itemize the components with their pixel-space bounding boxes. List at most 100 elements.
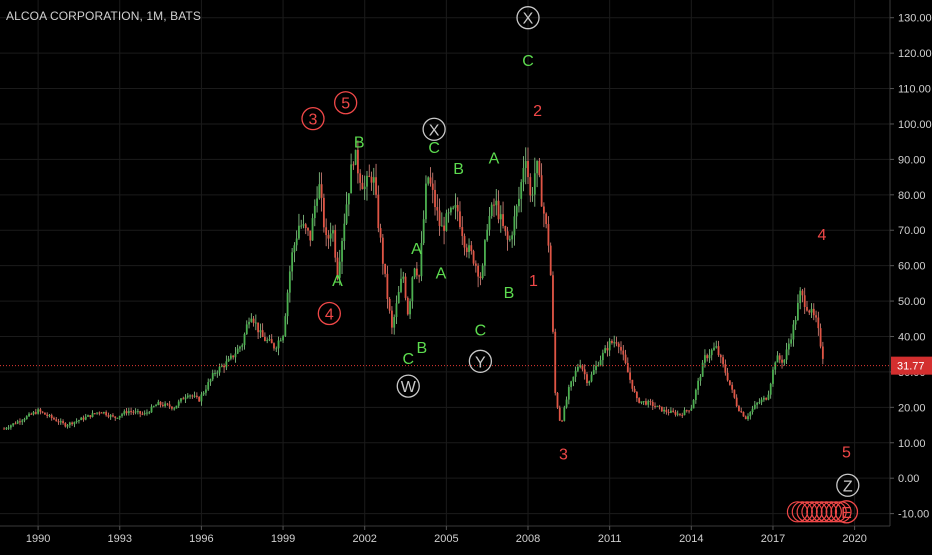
- candle-body: [397, 291, 400, 304]
- candle-body: [273, 343, 275, 349]
- candle-body: [538, 160, 541, 176]
- candle-body: [288, 271, 291, 293]
- candle-body: [465, 247, 468, 253]
- candle-body: [171, 406, 173, 409]
- candle-body: [577, 367, 579, 371]
- candle-body: [261, 330, 264, 337]
- candle-body: [520, 182, 523, 199]
- candle-body: [96, 412, 98, 414]
- candle-body: [767, 394, 770, 400]
- candle-body: [472, 251, 475, 264]
- wave-label-circle: [396, 374, 420, 398]
- candle-body: [130, 411, 133, 413]
- candle-body: [790, 339, 793, 344]
- wave-label: B: [504, 285, 515, 302]
- candle-body: [411, 277, 414, 302]
- candle-body: [239, 346, 241, 349]
- candle-body: [152, 406, 155, 408]
- wave-label: A: [411, 241, 422, 258]
- wave-circle-cluster: [796, 501, 818, 523]
- candle-body: [16, 421, 19, 424]
- wave-label: X: [429, 122, 440, 139]
- candle-body: [815, 315, 817, 318]
- candle-body: [751, 408, 754, 413]
- candle-body: [434, 189, 436, 208]
- wave-label-circle: [301, 107, 325, 131]
- candle-body: [545, 213, 548, 225]
- candle-body: [146, 412, 148, 414]
- candle-body: [540, 175, 543, 207]
- time-axis[interactable]: 1990 1993 1996 1999 2002 2005 2008 2011 2014 2017…: [26, 526, 867, 545]
- candle-body: [304, 224, 307, 229]
- candle-body: [293, 245, 296, 253]
- candle-body: [118, 415, 121, 418]
- candle-body: [449, 207, 452, 213]
- candle-body: [688, 410, 690, 412]
- candle-body: [98, 412, 101, 414]
- candle-body: [694, 389, 697, 401]
- candle-body: [413, 268, 416, 278]
- candle-body: [431, 183, 434, 190]
- candle-body: [506, 231, 509, 240]
- y-tick-label: 110.00: [898, 84, 931, 96]
- candle-body: [270, 339, 273, 344]
- candle-body: [622, 350, 625, 355]
- candle-body: [821, 346, 824, 359]
- candle-body: [570, 381, 573, 388]
- wave-label: Z: [843, 478, 853, 495]
- candle-body: [674, 411, 677, 415]
- candle-body: [645, 401, 647, 405]
- candle-body: [499, 214, 502, 220]
- candle-body: [386, 273, 389, 299]
- candle-body: [604, 348, 607, 353]
- wave-circle-cluster: [820, 501, 842, 523]
- candle-body: [640, 401, 643, 403]
- wave-label-circle: [317, 301, 341, 326]
- candle-body: [436, 207, 439, 211]
- candle-body: [710, 350, 713, 356]
- candle-body: [651, 401, 654, 407]
- wave-label: Y: [475, 354, 486, 371]
- candle-body: [629, 372, 631, 380]
- candle-body: [404, 276, 407, 298]
- candle-body: [198, 396, 201, 402]
- candle-body: [422, 219, 425, 244]
- candle-body: [275, 348, 278, 350]
- candle-body: [799, 290, 802, 303]
- chart-title: ALCOA CORPORATION, 1M, BATS: [6, 9, 201, 23]
- candle-body: [59, 421, 62, 423]
- candle-body: [148, 412, 151, 414]
- candle-body: [375, 177, 377, 195]
- candle-body: [175, 405, 178, 409]
- price-axis[interactable]: 130.00 120.00 110.00 100.00 90.00 80.00 70.00 6…: [890, 13, 932, 521]
- candle-body: [486, 229, 489, 241]
- candle-body: [513, 216, 516, 236]
- candle-body: [563, 407, 566, 421]
- candle-body: [599, 360, 602, 366]
- candle-body: [638, 398, 641, 403]
- wave-label: E: [841, 505, 852, 522]
- candle-body: [359, 173, 362, 183]
- candle-body: [264, 336, 266, 341]
- candle-body: [400, 278, 402, 292]
- candle-body: [3, 428, 5, 430]
- candle-body: [769, 383, 772, 395]
- x-tick-label: 1990: [26, 533, 50, 545]
- candle-body: [724, 364, 727, 373]
- candle-body: [366, 175, 368, 187]
- candle-body: [493, 204, 495, 206]
- candle-body: [139, 411, 142, 414]
- candle-body: [418, 275, 421, 277]
- candle-body: [731, 384, 734, 390]
- last-price-label: 31.77: [897, 361, 925, 373]
- wave-circle-cluster: [825, 501, 847, 523]
- candle-body: [254, 322, 257, 324]
- candle-body: [32, 412, 35, 415]
- candle-body: [554, 331, 557, 393]
- candle-body: [781, 359, 783, 363]
- candle-body: [667, 411, 670, 413]
- wave-label: C: [522, 53, 534, 70]
